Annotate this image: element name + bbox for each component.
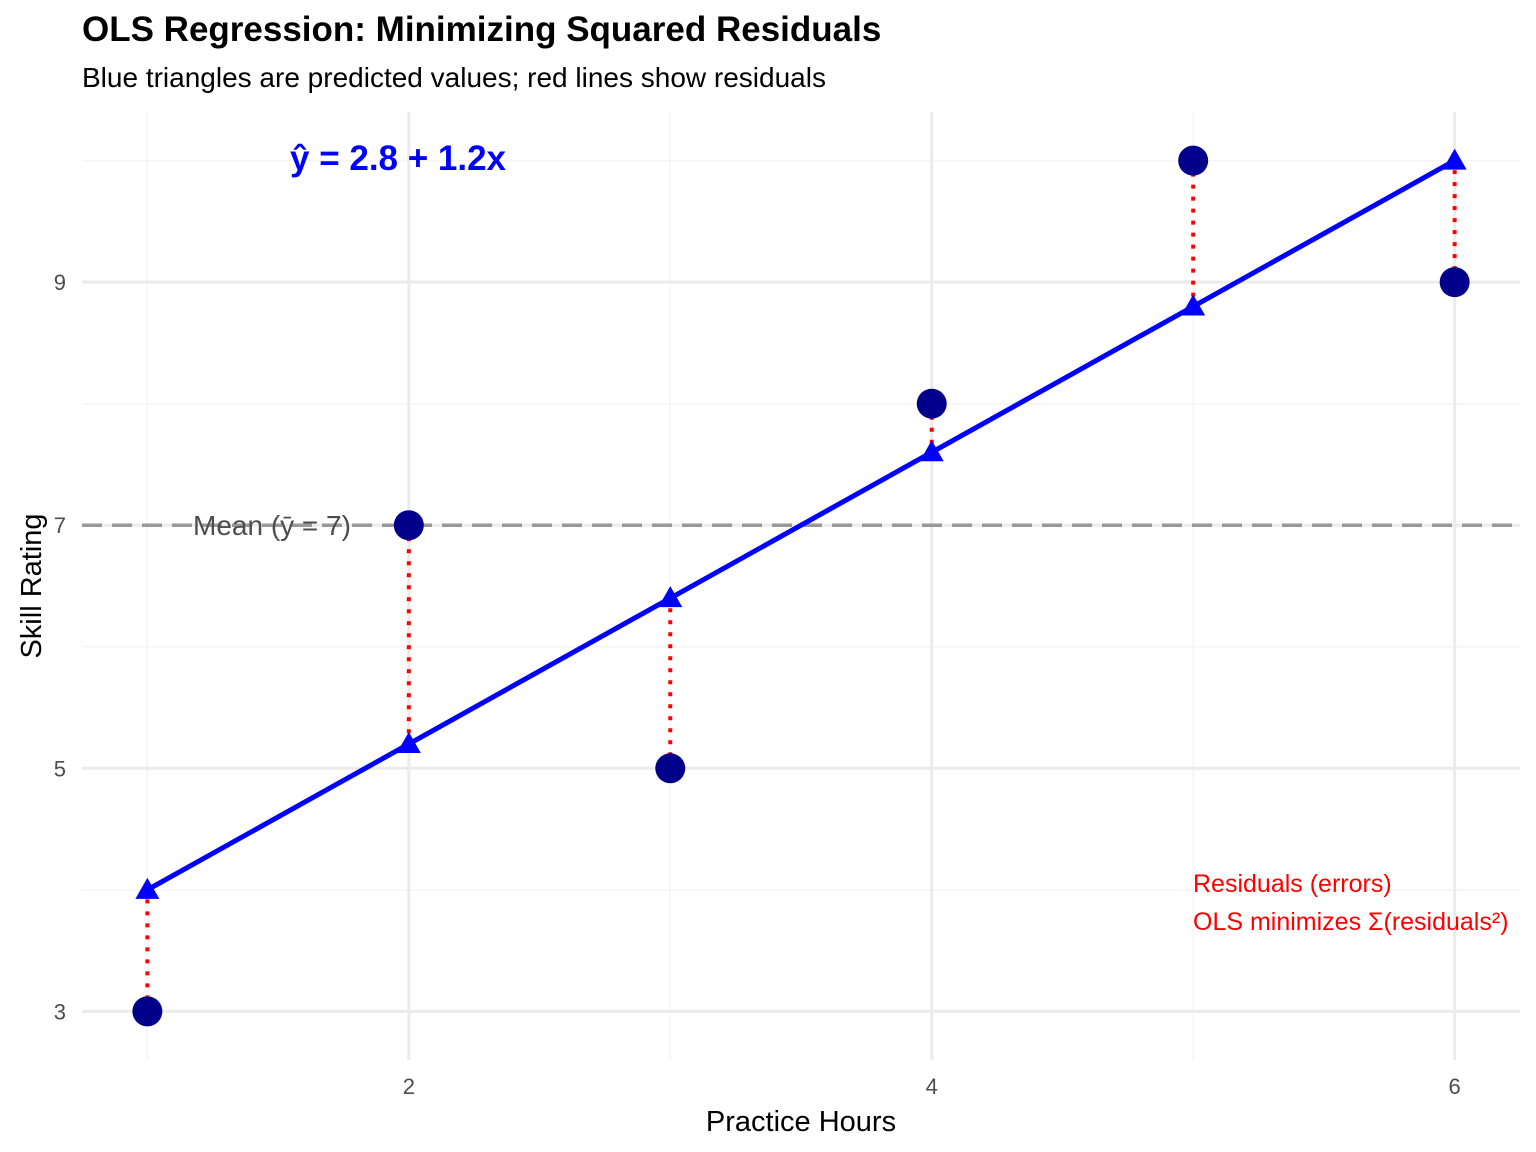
predicted-point xyxy=(135,877,160,899)
x-axis-label: Practice Hours xyxy=(706,1106,896,1138)
chart-subtitle: Blue triangles are predicted values; red… xyxy=(82,62,826,93)
data-point xyxy=(393,510,424,541)
predicted-point xyxy=(919,440,944,462)
data-point xyxy=(1439,267,1470,298)
mean-label: Mean (ȳ = 7) xyxy=(193,510,351,541)
residuals-note-line2: OLS minimizes Σ(residuals²) xyxy=(1193,908,1509,936)
data-point xyxy=(132,996,163,1027)
y-tick-label: 5 xyxy=(54,756,66,781)
chart-title: OLS Regression: Minimizing Squared Resid… xyxy=(82,10,882,49)
residuals-note-line1: Residuals (errors) xyxy=(1193,870,1392,898)
predicted-point xyxy=(1442,148,1467,170)
y-tick-label: 3 xyxy=(54,999,66,1024)
y-tick-label: 7 xyxy=(54,513,66,538)
data-point xyxy=(916,388,947,419)
predicted-point xyxy=(658,586,683,608)
x-tick-label: 2 xyxy=(403,1074,415,1099)
equation-label: ŷ = 2.8 + 1.2x xyxy=(290,139,507,178)
data-point xyxy=(655,753,686,784)
y-axis-label: Skill Rating xyxy=(16,513,48,658)
y-tick-label: 9 xyxy=(54,270,66,295)
x-tick-label: 6 xyxy=(1449,1074,1461,1099)
predicted-point xyxy=(396,732,421,753)
regression-line xyxy=(146,158,1456,893)
predicted-point xyxy=(1181,294,1206,316)
data-point xyxy=(1178,145,1209,176)
x-tick-label: 4 xyxy=(926,1074,938,1099)
